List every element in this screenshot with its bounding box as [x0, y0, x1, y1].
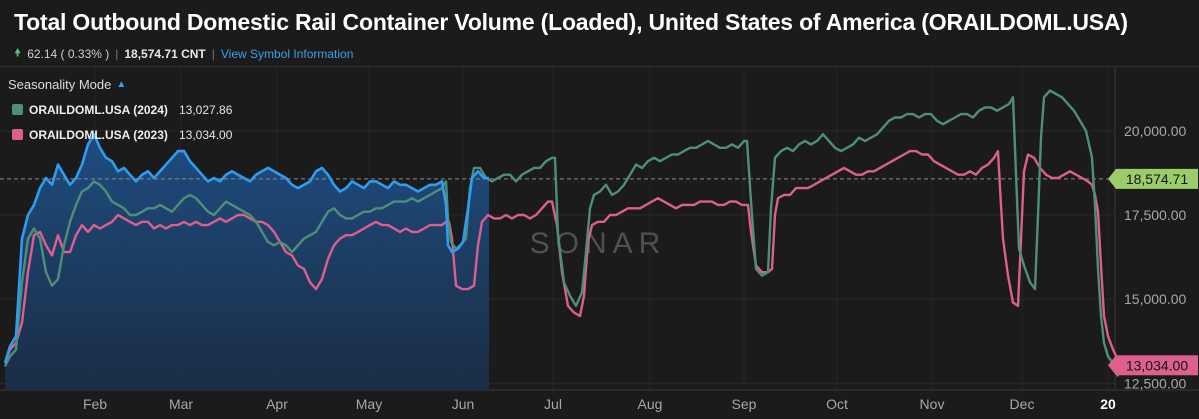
series-line-2024	[3, 89, 1120, 377]
header-divider	[0, 66, 1199, 67]
legend-item-2024[interactable]: ORAILDOML.USA (2024) 13,027.86	[8, 97, 232, 122]
x-tick-label: Mar	[169, 396, 193, 412]
x-tick-label: Apr	[266, 396, 288, 412]
x-tick-label: May	[356, 396, 382, 412]
x-tick-label: Aug	[638, 396, 663, 412]
y-tick-label: 17,500.00	[1124, 207, 1186, 223]
current-value-badge	[1108, 168, 1198, 189]
value-badge-label: 13,034.00	[1126, 357, 1188, 373]
seasonality-mode-label: Seasonality Mode	[8, 77, 112, 92]
x-tick-label: 20	[1100, 396, 1116, 412]
arrow-up-icon: 🠝	[14, 47, 22, 59]
forecast-area	[5, 134, 489, 390]
view-symbol-info-link[interactable]: View Symbol Information	[220, 46, 354, 61]
chart-legend: Seasonality Mode ▲ ORAILDOML.USA (2024) …	[8, 77, 232, 147]
legend-series-value: 13,034.00	[179, 127, 233, 142]
symbol-stats: 🠝 62.14 ( 0.33% ) | 18,574.71 CNT | View…	[14, 44, 353, 63]
page-title: Total Outbound Domestic Rail Container V…	[14, 9, 1128, 35]
seasonality-mode-toggle[interactable]: Seasonality Mode ▲	[8, 77, 232, 92]
sonar-watermark: SONAR	[530, 227, 667, 260]
y-tick-label: 12,500.00	[1124, 375, 1186, 391]
x-tick-label: Nov	[920, 396, 945, 412]
chevron-up-icon: ▲	[116, 79, 127, 90]
x-tick-label: Feb	[83, 396, 107, 412]
value-badge-label: 18,574.71	[1126, 171, 1188, 187]
legend-series-value: 13,027.86	[179, 102, 233, 117]
current-value: 18,574.71 CNT	[124, 46, 206, 61]
y-tick-label: 20,000.00	[1124, 123, 1186, 139]
series-line-forecast	[3, 133, 489, 364]
change-value: 62.14 ( 0.33% )	[27, 46, 110, 61]
x-tick-label: Dec	[1010, 396, 1035, 412]
y-tick-label: 15,000.00	[1124, 291, 1186, 307]
series-line-2023	[3, 149, 1120, 364]
legend-swatch	[12, 129, 23, 140]
x-tick-label: Oct	[826, 396, 848, 412]
legend-series-name: ORAILDOML.USA (2024)	[29, 102, 168, 117]
legend-series-name: ORAILDOML.USA (2023)	[29, 127, 168, 142]
separator: |	[211, 46, 215, 61]
legend-swatch	[12, 104, 23, 115]
series-2023-value-badge	[1108, 355, 1198, 376]
legend-item-2023[interactable]: ORAILDOML.USA (2023) 13,034.00	[8, 122, 232, 147]
separator: |	[115, 46, 119, 61]
x-tick-label: Sep	[732, 396, 757, 412]
x-tick-label: Jun	[452, 396, 475, 412]
x-tick-label: Jul	[544, 396, 562, 412]
